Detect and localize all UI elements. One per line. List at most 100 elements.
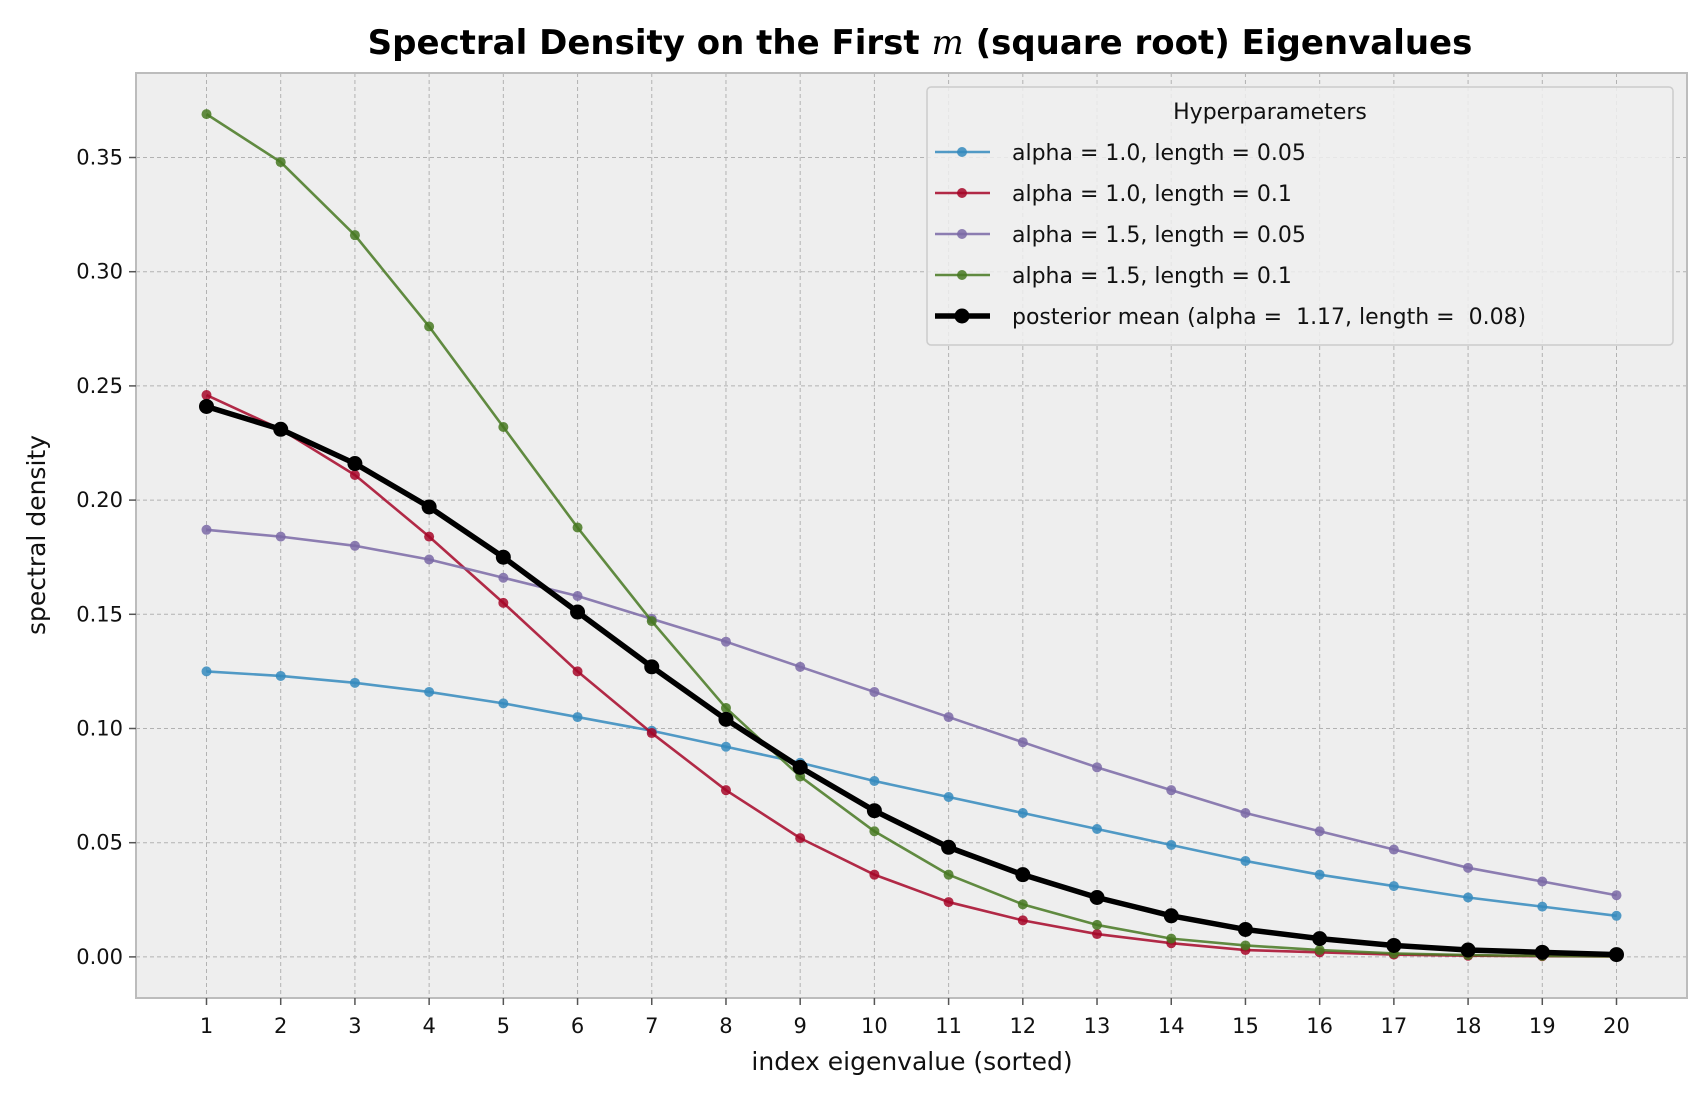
legend-label: posterior mean (alpha = 1.17, length = 0… [1012,305,1526,330]
x-tick-label: 2 [274,1014,287,1038]
data-point [720,636,731,647]
x-tick-label: 13 [1084,1014,1111,1038]
x-tick-label: 1 [200,1014,213,1038]
y-axis-label: spectral density [22,435,51,635]
data-point [424,531,435,542]
x-tick-label: 8 [719,1014,732,1038]
data-point [498,422,509,433]
data-point [498,572,509,583]
x-tick-label: 17 [1381,1014,1408,1038]
y-tick-label: 0.25 [76,374,123,398]
data-point [347,456,363,472]
data-point [1237,921,1253,937]
data-point [869,686,880,697]
data-point [1166,839,1177,850]
data-point [201,390,212,401]
data-point [1166,785,1177,796]
data-point [1240,808,1251,818]
data-point [1240,855,1251,866]
data-point [941,839,957,855]
x-tick-label: 9 [793,1014,806,1038]
data-point [572,591,583,602]
chart-title-prefix: Spectral Density on the First [368,23,932,63]
data-point [1089,890,1105,906]
data-point [1386,937,1402,953]
x-tick-label: 4 [422,1014,435,1038]
x-tick-label: 6 [571,1014,584,1038]
data-point [572,712,583,723]
data-point [572,666,583,677]
data-point [1092,823,1103,834]
data-point [646,616,657,627]
data-point [424,321,435,332]
data-point [1312,931,1328,947]
data-point [572,522,583,533]
y-tick-label: 0.00 [76,945,123,969]
legend-entry: alpha = 1.0, length = 0.1 [935,182,1292,207]
data-point [1534,944,1550,960]
data-point [943,712,954,723]
data-point [1537,876,1548,887]
x-tick-label: 3 [348,1014,361,1038]
series-line [205,393,1617,958]
series-layer [199,109,1624,963]
data-point [1163,908,1179,924]
data-point [424,686,435,697]
data-point [1314,869,1325,880]
data-point [720,741,731,752]
x-tick-label: 7 [645,1014,658,1038]
legend-marker [954,308,970,324]
data-point [1609,947,1624,963]
series-5 [199,398,1624,963]
x-tick-label: 12 [1009,1014,1036,1038]
data-point [1092,919,1103,930]
legend-entry: alpha = 1.5, length = 0.1 [935,264,1292,289]
data-point [1611,890,1622,901]
data-point [792,759,808,775]
data-point [498,597,509,608]
data-point [275,670,286,681]
data-point [943,792,954,803]
legend-label: alpha = 1.0, length = 0.05 [1012,141,1306,166]
data-point [199,398,214,414]
data-point [1388,881,1399,892]
data-point [273,421,289,437]
data-point [795,661,806,672]
legend-label: alpha = 1.0, length = 0.1 [1012,182,1292,207]
data-point [1092,929,1103,940]
y-tick-label: 0.35 [76,146,123,170]
x-tick-label: 11 [935,1014,962,1038]
x-tick-label: 15 [1232,1014,1259,1038]
data-point [869,826,880,837]
data-point [349,540,360,551]
legend-marker [957,147,967,157]
data-point [1314,826,1325,837]
data-point [1166,933,1177,944]
chart-title-math: m [931,23,963,63]
data-point [795,833,806,844]
data-point [495,549,511,565]
y-axis-ticks: 0.00 0.05 0.10 0.15 0.20 0.25 0.30 0.35 [76,146,136,969]
legend-entries: alpha = 1.0, length = 0.05 alpha = 1.0, l… [935,141,1526,330]
data-point [1017,737,1028,748]
data-point [201,109,212,120]
data-point [1611,910,1622,921]
data-point [718,711,734,727]
series-line [205,113,1617,958]
x-axis-ticks: 1 2 3 4 5 6 7 8 9 10 11 12 13 14 15 16 17 18 19 20 [200,998,1630,1038]
data-point [349,230,360,241]
x-tick-label: 5 [497,1014,510,1038]
data-point [1240,940,1251,951]
series-line [206,528,1617,897]
legend-marker [957,270,967,280]
data-point [720,702,731,713]
legend-marker [957,229,967,239]
data-point [424,554,435,565]
data-point [943,869,954,880]
legend-entry: alpha = 1.0, length = 0.05 [935,141,1306,166]
y-tick-label: 0.10 [76,716,123,740]
chart-title: Spectral Density on the First m (square … [368,23,1473,63]
x-tick-label: 16 [1306,1014,1333,1038]
data-point [275,531,286,542]
